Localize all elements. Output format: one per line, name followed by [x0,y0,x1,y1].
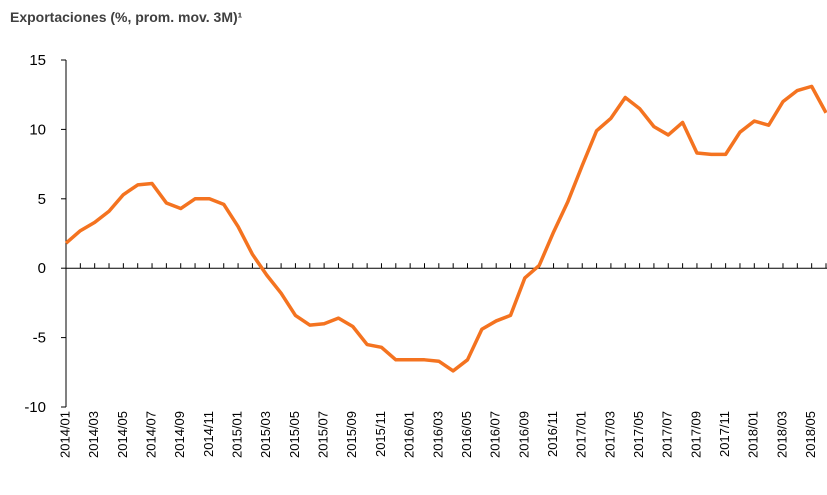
x-tick-label: 2014/09 [172,411,187,458]
x-tick-label: 2016/11 [545,411,560,457]
x-tick-label: 2016/01 [402,411,417,458]
x-tick-label: 2017/09 [688,411,703,458]
x-tick-label: 2018/03 [774,411,789,458]
x-tick-label: 2018/01 [746,411,761,458]
y-tick-label: -5 [33,330,46,347]
chart-title: Exportaciones (%, prom. mov. 3M)¹ [10,9,243,25]
y-tick-label: 15 [29,52,46,69]
x-tick-label: 2015/07 [316,411,331,458]
x-tick-label: 2017/01 [574,411,589,458]
x-tick-label: 2016/03 [430,411,445,458]
x-tick-label: 2014/05 [115,411,130,458]
y-tick-label: 5 [38,191,46,208]
x-tick-label: 2016/09 [516,411,531,458]
x-tick-label: 2015/09 [344,411,359,458]
y-tick-label: -10 [24,399,46,416]
x-tick-label: 2017/03 [602,411,617,458]
x-tick-label: 2017/07 [660,411,675,458]
x-tick-label: 2017/11 [717,411,732,457]
x-tick-label: 2016/07 [488,411,503,458]
y-tick-label: 0 [38,260,46,277]
x-tick-label: 2018/05 [803,411,818,458]
x-tick-label: 2015/05 [287,411,302,458]
series-line [64,84,827,373]
x-tick-label: 2015/11 [373,411,388,457]
x-tick-label: 2014/07 [143,411,158,458]
x-tick-label: 2016/05 [459,411,474,458]
x-tick-label: 2017/05 [631,411,646,458]
x-tick-label: 2015/01 [230,411,245,458]
y-tick-label: 10 [29,121,46,138]
x-tick-label: 2014/03 [86,411,101,458]
x-tick-label: 2015/03 [258,411,273,458]
x-tick-label: 2014/11 [201,411,216,457]
x-tick-label: 2014/01 [57,411,72,458]
